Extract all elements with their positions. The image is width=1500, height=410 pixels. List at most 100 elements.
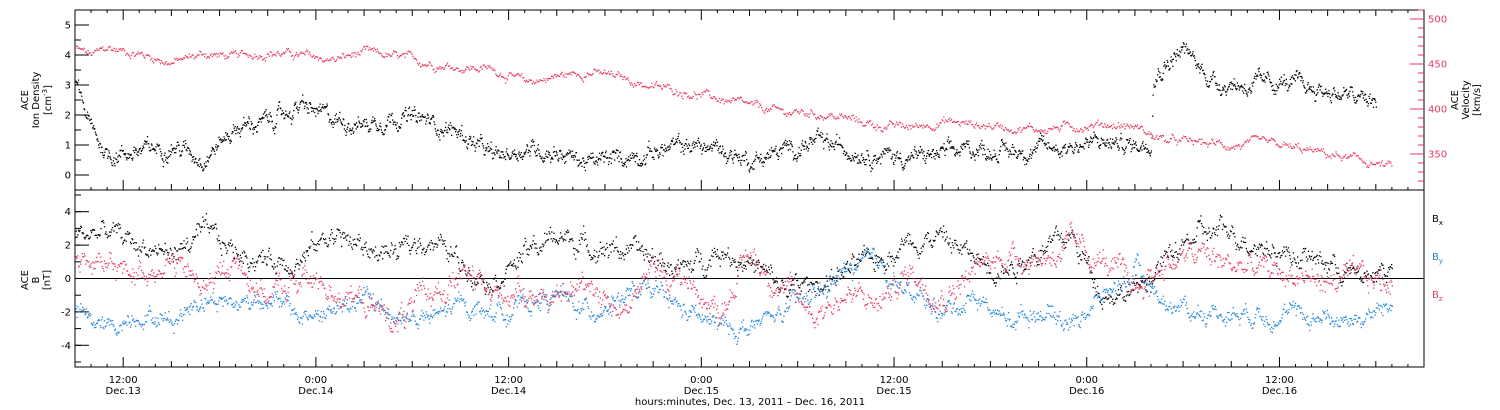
density-point (801, 140, 804, 142)
density-point (1369, 93, 1371, 95)
velocity-point (473, 68, 476, 70)
velocity-point (287, 47, 290, 50)
density-point (1117, 146, 1119, 148)
velocity-point (469, 69, 471, 71)
density-point (1321, 91, 1323, 93)
velocity-point (1198, 138, 1200, 140)
density-point (594, 160, 597, 163)
density-point (486, 147, 488, 149)
velocity-point (194, 56, 196, 58)
bx-point (322, 238, 325, 240)
density-point (1051, 149, 1054, 152)
bx-point (127, 231, 129, 233)
velocity-point (260, 56, 262, 58)
density-point (656, 150, 659, 152)
velocity-point (1385, 163, 1387, 165)
density-point (1352, 91, 1354, 93)
density-point (436, 134, 438, 136)
velocity-point (1266, 139, 1268, 141)
velocity-point (633, 83, 636, 85)
velocity-point (1227, 149, 1229, 151)
bx-point (455, 245, 458, 247)
velocity-point (760, 104, 762, 106)
density-point (639, 163, 642, 165)
velocity-point (746, 102, 748, 104)
bx-point (528, 248, 531, 251)
velocity-point (529, 79, 532, 81)
velocity-point (457, 68, 459, 70)
density-point (1358, 95, 1361, 97)
bx-point (838, 277, 841, 279)
bx-point (333, 238, 335, 240)
bx-point (137, 255, 140, 257)
density-point (1245, 92, 1248, 94)
density-point (110, 159, 112, 161)
velocity-point (597, 69, 599, 71)
density-point (1288, 84, 1290, 86)
density-point (1048, 142, 1050, 144)
velocity-point (1331, 153, 1333, 155)
density-point (786, 144, 788, 147)
density-point (714, 145, 716, 147)
velocity-point (829, 115, 831, 117)
bx-point (314, 243, 316, 246)
density-point (841, 145, 843, 147)
density-point (290, 117, 292, 119)
bx-point (943, 231, 945, 234)
velocity-point (969, 122, 971, 124)
density-point (1367, 103, 1370, 105)
density-point (870, 167, 873, 169)
velocity-point (1280, 146, 1282, 148)
density-point (226, 133, 229, 135)
bx-point (687, 260, 689, 262)
velocity-point (793, 109, 796, 111)
density-point (597, 164, 599, 166)
density-point (728, 157, 730, 159)
bx-point (244, 252, 246, 254)
density-point (691, 144, 693, 146)
velocity-point (1356, 155, 1358, 157)
bx-point (315, 244, 317, 246)
bx-point (314, 249, 317, 252)
bx-point (659, 262, 661, 264)
velocity-point (339, 57, 341, 59)
density-point (239, 136, 241, 138)
density-point (1122, 149, 1124, 151)
bx-point (110, 231, 112, 233)
bx-point (234, 246, 236, 248)
velocity-point (1348, 156, 1351, 158)
velocity-point (174, 57, 176, 60)
density-point (1039, 140, 1041, 142)
velocity-point (533, 83, 535, 85)
density-point (627, 158, 629, 160)
velocity-point (790, 114, 793, 116)
velocity-point (396, 55, 399, 57)
density-point (840, 144, 842, 146)
density-point (768, 156, 770, 158)
density-point (351, 129, 353, 131)
density-point (940, 147, 942, 149)
velocity-point (1162, 135, 1165, 137)
velocity-point (1196, 141, 1198, 143)
velocity-point (658, 85, 661, 87)
density-point (116, 158, 118, 161)
velocity-point (681, 95, 683, 97)
bx-point (208, 232, 210, 234)
density-point (959, 154, 961, 157)
density-point (205, 161, 207, 163)
density-point (1132, 140, 1135, 142)
density-point (520, 157, 522, 159)
bx-point (684, 260, 686, 263)
density-point (1066, 152, 1068, 154)
bx-point (147, 254, 149, 257)
density-point (517, 160, 519, 162)
density-point (574, 154, 576, 157)
density-point (335, 121, 337, 123)
density-point (1086, 139, 1088, 141)
bx-point (243, 250, 245, 252)
density-point (1090, 136, 1092, 138)
velocity-point (417, 62, 419, 64)
bx-point (196, 223, 198, 225)
density-point (1202, 69, 1204, 71)
velocity-point (729, 100, 731, 102)
